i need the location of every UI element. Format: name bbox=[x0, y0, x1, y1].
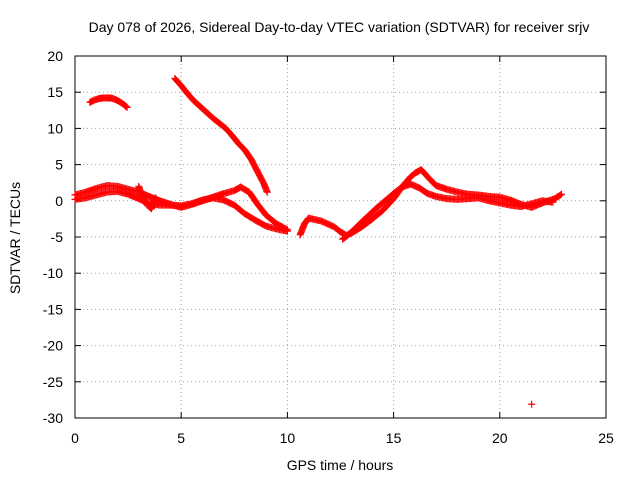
data-point bbox=[556, 191, 564, 199]
x-tick-label: 25 bbox=[598, 430, 614, 446]
series-baseline-b bbox=[71, 187, 291, 235]
y-tick-label: -10 bbox=[43, 265, 63, 281]
data-point bbox=[263, 188, 271, 196]
y-tick-labels: 20 15 10 5 0 -5 -10 -15 -20 -25 -30 bbox=[43, 48, 63, 426]
series-arc-early-high bbox=[86, 94, 131, 111]
series-arc-descending bbox=[171, 74, 271, 196]
axes bbox=[74, 55, 607, 419]
data-point bbox=[152, 194, 160, 202]
data-point bbox=[283, 227, 291, 235]
data-point bbox=[122, 103, 130, 111]
data-point bbox=[123, 103, 131, 111]
y-tick-label: 5 bbox=[55, 157, 63, 173]
y-tick-label: 15 bbox=[47, 84, 63, 100]
y-tick-label: -20 bbox=[43, 338, 63, 354]
data-points bbox=[71, 74, 565, 408]
chart-title: Day 078 of 2026, Sidereal Day-to-day VTE… bbox=[89, 19, 590, 35]
series-outlier bbox=[528, 400, 536, 408]
y-tick-label: 10 bbox=[47, 120, 63, 136]
x-tick-labels: 0 5 10 15 20 25 bbox=[71, 430, 614, 446]
x-tick-label: 10 bbox=[280, 430, 296, 446]
x-tick-label: 15 bbox=[386, 430, 402, 446]
x-tick-label: 5 bbox=[177, 430, 185, 446]
y-tick-label: 20 bbox=[47, 48, 63, 64]
y-tick-label: -30 bbox=[43, 410, 63, 426]
plot-frame bbox=[74, 55, 607, 419]
data-point bbox=[557, 190, 565, 198]
series-scatter-cluster bbox=[135, 182, 160, 213]
y-axis-label: SDTVAR / TECUs bbox=[7, 182, 23, 294]
data-point bbox=[121, 102, 129, 110]
y-tick-label: 0 bbox=[55, 193, 63, 209]
grid bbox=[75, 56, 606, 418]
data-point bbox=[528, 400, 536, 408]
y-tick-label: -5 bbox=[51, 229, 64, 245]
x-tick-label: 20 bbox=[492, 430, 508, 446]
x-axis-label: GPS time / hours bbox=[287, 457, 394, 473]
x-tick-label: 0 bbox=[71, 430, 79, 446]
y-tick-label: -15 bbox=[43, 301, 63, 317]
series-rise-b bbox=[347, 166, 565, 237]
y-tick-label: -25 bbox=[43, 374, 63, 390]
